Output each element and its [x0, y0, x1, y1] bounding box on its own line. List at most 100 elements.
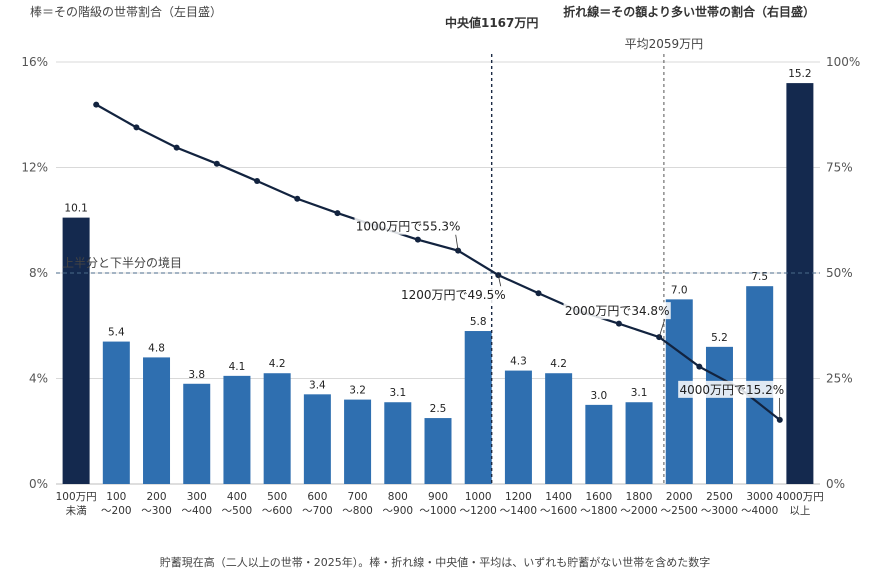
left-tick-label: 16% — [21, 55, 48, 69]
bar-value-label: 3.2 — [349, 385, 366, 397]
line-point — [174, 145, 180, 151]
category-label-line1: 3000 — [746, 491, 773, 503]
bar-value-label: 3.4 — [309, 379, 326, 391]
left-axis-note: 棒＝その階級の世帯割合（左目盛） — [30, 4, 222, 19]
category-label-line1: 100 — [106, 491, 126, 503]
right-tick-label: 0% — [826, 477, 845, 491]
bar — [384, 402, 411, 484]
category-label-line1: 200 — [147, 491, 167, 503]
bar-value-label: 4.2 — [269, 358, 286, 370]
annotation-leader — [659, 319, 665, 337]
right-tick-label: 75% — [826, 161, 853, 175]
category-label-line1: 300 — [187, 491, 207, 503]
ref-line-label: 上半分と下半分の境目 — [62, 255, 182, 270]
bar-value-label: 4.8 — [148, 342, 165, 354]
category-label-line2: 〜900 — [383, 505, 414, 517]
category-label-line1: 400 — [227, 491, 247, 503]
bar — [545, 373, 572, 484]
category-label-line1: 100万円 — [56, 491, 97, 503]
left-tick-label: 12% — [21, 161, 48, 175]
line-point — [214, 161, 220, 167]
chart-caption: 貯蓄現在高（二人以上の世帯・2025年）。棒・折れ線・中央値・平均は、いずれも貯… — [160, 555, 711, 569]
category-label-line1: 900 — [428, 491, 448, 503]
category-label-line1: 2000 — [666, 491, 693, 503]
bar-value-label: 5.2 — [711, 332, 728, 344]
line-point — [536, 290, 542, 296]
left-tick-label: 4% — [29, 372, 48, 386]
category-label-line2: 〜1200 — [460, 505, 497, 517]
right-axis-note: 折れ線＝その額より多い世帯の割合（右目盛） — [563, 4, 815, 19]
bar — [143, 357, 170, 484]
ref-line-label: 平均2059万円 — [625, 37, 704, 51]
category-label-line2: 〜2000 — [620, 505, 657, 517]
bar — [786, 83, 813, 484]
category-label-line2: 〜300 — [141, 505, 172, 517]
category-label-line2: 〜600 — [262, 505, 293, 517]
bar — [585, 405, 612, 484]
bar-value-label: 3.0 — [590, 390, 607, 402]
bar — [706, 347, 733, 484]
bar-value-label: 4.3 — [510, 356, 527, 368]
bar-value-label: 2.5 — [430, 403, 447, 415]
line-point — [294, 196, 300, 202]
bar — [183, 384, 210, 484]
category-label-line2: 〜700 — [302, 505, 333, 517]
category-label-line1: 1400 — [545, 491, 572, 503]
category-label-line2: 〜1400 — [500, 505, 537, 517]
category-label-line1: 1000 — [465, 491, 492, 503]
category-label-line1: 1800 — [626, 491, 653, 503]
category-label-line2: 以上 — [789, 505, 810, 517]
category-label-line2: 〜800 — [342, 505, 373, 517]
bar — [344, 400, 371, 484]
bar — [304, 394, 331, 484]
bar-value-label: 5.8 — [470, 316, 487, 328]
left-tick-label: 0% — [29, 477, 48, 491]
category-label-line1: 1600 — [585, 491, 612, 503]
category-label-line1: 800 — [388, 491, 408, 503]
category-label-line1: 700 — [348, 491, 368, 503]
ref-line-label: 中央値1167万円 — [445, 15, 538, 30]
annotation-label: 1200万円で49.5% — [401, 288, 506, 302]
category-label-line2: 未満 — [66, 505, 87, 517]
category-label-line1: 1200 — [505, 491, 532, 503]
bar-value-label: 15.2 — [788, 68, 811, 80]
line-point — [93, 102, 99, 108]
category-label-line2: 〜500 — [222, 505, 253, 517]
bar — [626, 402, 653, 484]
bar — [103, 342, 130, 484]
right-axis-ticks: 0%25%50%75%100% — [826, 55, 860, 491]
category-label-line2: 〜400 — [181, 505, 212, 517]
bar — [425, 418, 452, 484]
bar-value-label: 7.0 — [671, 284, 688, 296]
category-label-line2: 〜1000 — [419, 505, 456, 517]
category-label-line1: 500 — [267, 491, 287, 503]
bar — [223, 376, 250, 484]
line-point — [696, 364, 702, 370]
category-label-line2: 〜200 — [101, 505, 132, 517]
line-point — [334, 210, 340, 216]
bar-value-label: 4.1 — [229, 361, 246, 373]
line-point — [415, 237, 421, 243]
bar-value-label: 3.1 — [389, 387, 406, 399]
annotation-label: 2000万円で34.8% — [565, 304, 670, 318]
line-point — [616, 321, 622, 327]
annotation-label: 1000万円で55.3% — [356, 220, 461, 234]
category-label-line1: 600 — [307, 491, 327, 503]
bar-value-label: 4.2 — [550, 358, 567, 370]
bar — [264, 373, 291, 484]
category-label-line2: 〜4000 — [741, 505, 778, 517]
bar-value-label: 10.1 — [64, 203, 87, 215]
category-label-line1: 2500 — [706, 491, 733, 503]
right-tick-label: 25% — [826, 372, 853, 386]
category-label-line2: 〜3000 — [701, 505, 738, 517]
left-axis-ticks: 0% 4% 8% 12% 16% — [21, 55, 48, 491]
line-point — [133, 124, 139, 130]
left-tick-label: 8% — [29, 266, 48, 280]
category-label-line1: 4000万円 — [776, 491, 824, 503]
line-point — [254, 178, 260, 184]
right-tick-label: 100% — [826, 55, 860, 69]
category-label-line2: 〜1800 — [580, 505, 617, 517]
